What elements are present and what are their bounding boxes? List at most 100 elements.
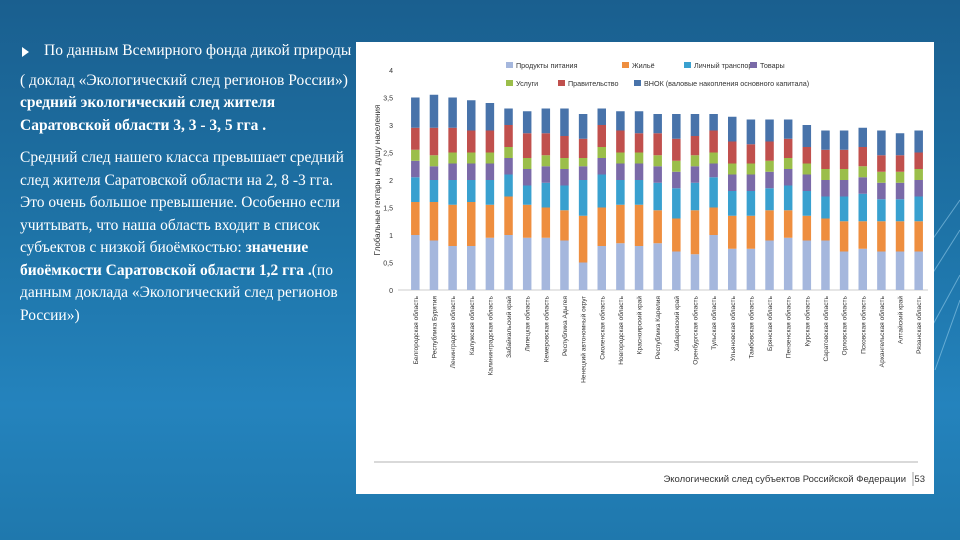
bar-segment: [914, 251, 923, 290]
bar-segment: [728, 248, 737, 290]
legend-swatch: [750, 62, 757, 68]
bar-segment: [672, 171, 681, 189]
legend-swatch: [634, 80, 641, 86]
bar-segment: [690, 114, 700, 136]
bar-segment: [597, 207, 606, 246]
bar-segment: [783, 237, 793, 290]
legend-entry: Услуги: [516, 79, 538, 88]
x-tick-label: Республика Карелия: [654, 296, 662, 360]
footer-caption: Экологический след субъектов Российской …: [663, 474, 906, 485]
bar-segment: [616, 163, 625, 180]
bar-segment: [914, 130, 923, 153]
bar-segment: [504, 174, 513, 197]
bar-segment: [746, 215, 756, 249]
bar-segment: [728, 163, 737, 175]
bar-segment: [411, 127, 420, 150]
bar-segment: [429, 180, 439, 202]
bar-segment: [504, 196, 513, 235]
bar-segment: [728, 174, 737, 191]
bar-segment: [672, 218, 681, 252]
saratov-footprint: средний экологический след жителя Сарато…: [20, 94, 276, 134]
bar-segment: [858, 248, 867, 290]
bar-segment: [914, 152, 923, 169]
x-tick-label: Ленинградская область: [449, 295, 457, 368]
bar-segment: [634, 152, 644, 164]
report-paragraph: ( доклад «Экологический след регионов Ро…: [20, 70, 360, 138]
x-tick-label: Белгородская область: [412, 295, 420, 364]
bar-segment: [485, 130, 495, 153]
legend-entry: Правительство: [568, 79, 619, 88]
bar-segment: [821, 240, 830, 290]
bar-segment: [765, 141, 774, 161]
x-tick-label: Архангельская область: [878, 295, 886, 367]
bar-segment: [821, 130, 830, 150]
legend-swatch: [506, 80, 513, 86]
bar-segment: [653, 243, 662, 290]
bar-segment: [467, 163, 476, 180]
bar-segment: [522, 204, 532, 238]
y-tick-label: 0,5: [383, 261, 393, 268]
bar-segment: [541, 108, 551, 134]
bar-segment: [858, 166, 867, 178]
bar-segment: [429, 202, 439, 241]
bar-segment: [690, 254, 700, 290]
bar-segment: [578, 180, 588, 216]
x-tick-label: Липецкая область: [524, 295, 532, 351]
bar-segment: [783, 169, 793, 186]
bar-segment: [429, 166, 439, 180]
bar-segment: [765, 210, 774, 241]
bar-segment: [485, 204, 495, 238]
x-tick-label: Тамбовская область: [747, 295, 755, 358]
bar-segment: [560, 158, 569, 169]
bar-segment: [690, 182, 700, 211]
bar-segment: [597, 147, 606, 158]
bar-segment: [765, 160, 774, 172]
bar-segment: [802, 163, 812, 175]
bar-segment: [821, 218, 830, 241]
chart-panel: Экологический след субъектов Российской …: [356, 42, 934, 494]
bullet-text: По данным Всемирного фонда дикой природы: [44, 42, 352, 59]
bar-segment: [541, 207, 551, 238]
bar-segment: [728, 191, 737, 216]
bar-segment: [895, 182, 905, 200]
y-axis-label: Глобальные гектары на душу населения: [373, 105, 382, 256]
legend-entry: Товары: [760, 61, 785, 70]
bar-segment: [783, 185, 793, 211]
bar-segment: [802, 215, 812, 241]
bar-segment: [429, 127, 439, 156]
bar-segment: [653, 155, 662, 167]
bar-segment: [746, 174, 756, 191]
bar-segment: [877, 155, 886, 172]
x-tick-label: Ульяновская область: [729, 295, 737, 361]
report-intro: ( доклад «Экологический след регионов Ро…: [20, 71, 348, 89]
x-tick-label: Рязанская область: [915, 295, 923, 353]
bar-segment: [821, 149, 830, 169]
bar-segment: [467, 130, 476, 153]
bar-segment: [485, 180, 495, 205]
bar-segment: [914, 221, 923, 252]
bar-segment: [746, 144, 756, 164]
bar-segment: [616, 111, 625, 131]
y-tick-label: 2,5: [383, 151, 393, 158]
bar-segment: [448, 246, 457, 290]
bar-segment: [616, 204, 625, 244]
y-tick-label: 1: [389, 233, 393, 240]
bar-segment: [877, 251, 886, 290]
bar-segment: [448, 127, 457, 153]
bar-segment: [411, 97, 420, 128]
legend-entry: Жильё: [632, 61, 655, 70]
bar-segment: [504, 147, 513, 158]
bar-segment: [541, 182, 551, 208]
bar-segment: [411, 202, 420, 235]
bar-segment: [578, 166, 588, 180]
bar-segment: [504, 125, 513, 147]
bar-segment: [522, 185, 532, 205]
bar-segment: [448, 204, 457, 246]
bar-segment: [895, 221, 905, 252]
bar-segment: [634, 204, 644, 246]
legend-entry: Личный транспорт: [694, 61, 756, 70]
bar-segment: [746, 119, 756, 145]
bar-segment: [783, 119, 793, 139]
bar-segment: [597, 108, 606, 125]
bar-segment: [802, 191, 812, 216]
